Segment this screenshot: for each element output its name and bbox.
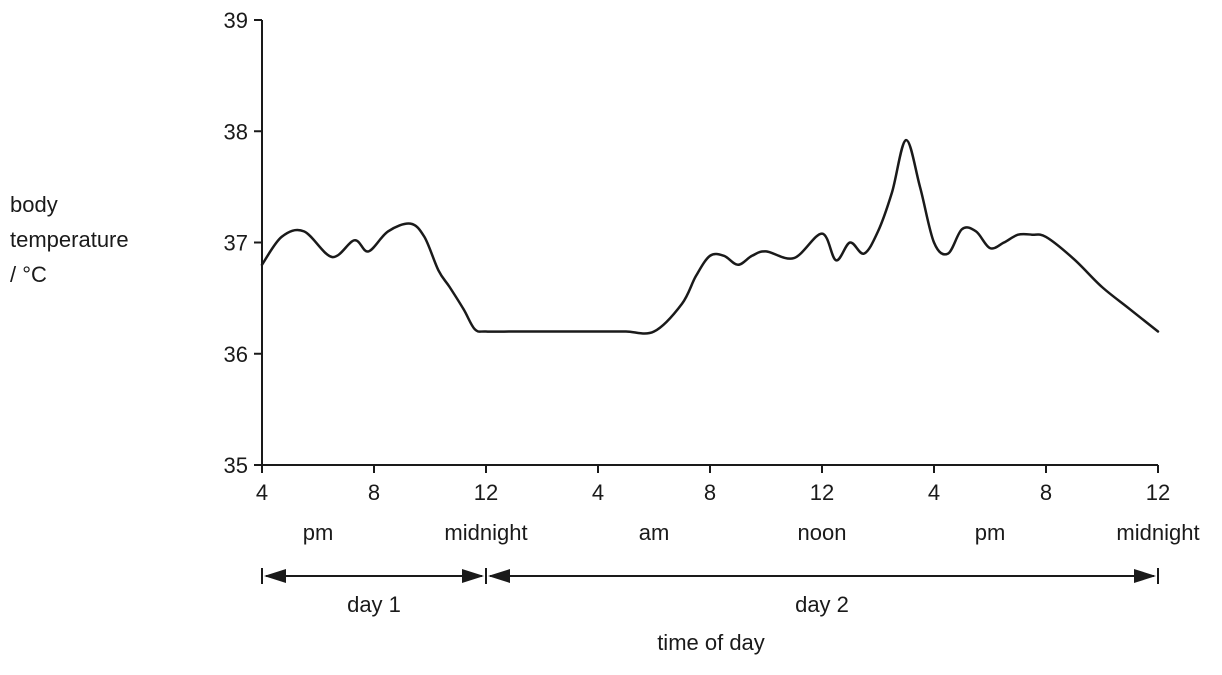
period-label: pm — [303, 520, 334, 545]
y-axis-label-line-2: temperature — [10, 227, 129, 252]
x-tick-label: 12 — [1146, 480, 1170, 505]
period-label: midnight — [444, 520, 527, 545]
y-tick-label: 35 — [224, 453, 248, 478]
y-axis-label-line-3: / °C — [10, 262, 47, 287]
y-ticks: 35 36 37 38 39 — [224, 8, 262, 478]
period-label: midnight — [1116, 520, 1199, 545]
period-label: pm — [975, 520, 1006, 545]
y-tick-label: 39 — [224, 8, 248, 33]
x-tick-label: 8 — [1040, 480, 1052, 505]
arrowhead-left — [264, 569, 286, 583]
arrowhead-left — [488, 569, 510, 583]
x-tick-label: 4 — [928, 480, 940, 505]
arrowhead-right — [462, 569, 484, 583]
temperature-line — [260, 138, 1160, 335]
arrowhead-right — [1134, 569, 1156, 583]
period-labels: pm midnight am noon pm midnight — [303, 520, 1200, 545]
x-tick-label: 4 — [592, 480, 604, 505]
period-label: noon — [798, 520, 847, 545]
x-axis-label: time of day — [657, 630, 765, 655]
y-tick-label: 36 — [224, 342, 248, 367]
y-tick-label: 38 — [224, 119, 248, 144]
x-tick-label: 4 — [256, 480, 268, 505]
day-spans: day 1 day 2 — [261, 568, 1159, 617]
y-tick-label: 37 — [224, 231, 248, 256]
y-axis-label-line-1: body — [10, 192, 58, 217]
period-label: am — [639, 520, 670, 545]
x-ticks: 4 8 12 4 8 12 4 8 12 — [256, 465, 1170, 505]
plot-area — [260, 138, 1160, 335]
span-label: day 2 — [795, 592, 849, 617]
span-label: day 1 — [347, 592, 401, 617]
x-tick-label: 8 — [368, 480, 380, 505]
axes — [261, 20, 1158, 466]
x-tick-label: 12 — [474, 480, 498, 505]
x-tick-label: 8 — [704, 480, 716, 505]
x-tick-label: 12 — [810, 480, 834, 505]
